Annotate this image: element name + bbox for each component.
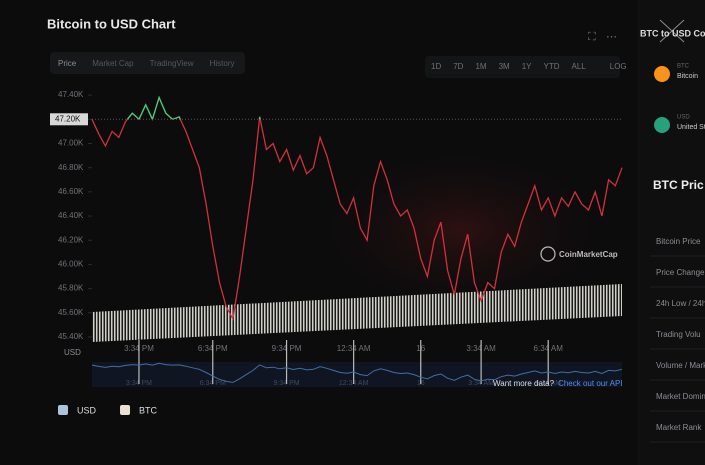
y-tick-label: 47.40K (58, 90, 84, 99)
fullscreen-icon[interactable]: ⛶ (588, 31, 596, 43)
navigator-line (91, 362, 623, 383)
range-button[interactable]: YTD (544, 62, 560, 71)
legend-label[interactable]: BTC (139, 405, 158, 415)
stat-label: 24h Low / 24h (656, 299, 705, 308)
y-tick-label: 46.80K (58, 163, 84, 172)
coin-symbol: BTC (677, 64, 690, 70)
legend-label[interactable]: USD (77, 405, 97, 415)
y-tick-label: 45.60K (58, 308, 84, 317)
stat-label: Volume / Mark (656, 361, 705, 370)
stat-label: Bitcoin Price (656, 237, 701, 246)
y-axis-label: USD (64, 348, 81, 357)
y-tick-label: 46.40K (58, 211, 84, 220)
api-note: Want more data? (493, 379, 555, 388)
stat-label: Trading Volu (656, 330, 701, 339)
tab[interactable]: TradingView (150, 59, 194, 68)
y-tick-label: 45.80K (58, 284, 84, 293)
reference-badge (50, 113, 88, 126)
watermark: CoinMarketCap (559, 250, 618, 259)
range-button[interactable]: LOG (610, 62, 627, 71)
coin-name: Bitcoin (677, 73, 698, 80)
more-icon[interactable]: ⋯ (606, 31, 617, 43)
reference-label: 47.20K (55, 114, 81, 123)
y-tick-label: 45.40K (58, 332, 84, 341)
close-icon[interactable] (659, 19, 685, 43)
tab[interactable]: History (210, 59, 235, 68)
navigator (92, 362, 622, 387)
side-title: BTC to USD Co (640, 28, 705, 38)
btc-icon (654, 66, 670, 82)
stat-label: Market Rank (656, 423, 702, 432)
chart-title: Bitcoin to USD Chart (47, 16, 176, 31)
tab[interactable]: Price (58, 59, 77, 68)
range-bar (425, 56, 620, 78)
range-button[interactable]: 3M (499, 62, 510, 71)
range-button[interactable]: ALL (572, 62, 587, 71)
range-button[interactable]: 7D (453, 62, 463, 71)
range-button[interactable]: 1D (431, 62, 441, 71)
volume-bars (92, 284, 622, 342)
legend-swatch[interactable] (120, 405, 131, 415)
watermark-logo (540, 246, 556, 262)
range-button[interactable]: 1M (475, 62, 486, 71)
stat-label: Market Domin (656, 392, 705, 401)
coin-name: United St (677, 124, 705, 131)
coin-symbol: USD (677, 115, 690, 121)
y-tick-label: 46.20K (58, 235, 84, 244)
stat-label: Price Change (656, 268, 705, 277)
stats-title: BTC Pric (653, 178, 704, 192)
api-link[interactable]: Check out our API (558, 379, 622, 388)
y-tick-label: 46.00K (58, 260, 84, 269)
range-button[interactable]: 1Y (522, 62, 532, 71)
glow (300, 140, 620, 320)
tab-bar (50, 52, 245, 74)
legend-swatch[interactable] (58, 405, 68, 415)
price-line (91, 95, 623, 321)
tab[interactable]: Market Cap (92, 59, 134, 68)
side-panel (637, 0, 705, 465)
y-tick-label: 46.60K (58, 187, 84, 196)
y-tick-label: 47.00K (58, 139, 84, 148)
usd-icon (654, 117, 670, 133)
